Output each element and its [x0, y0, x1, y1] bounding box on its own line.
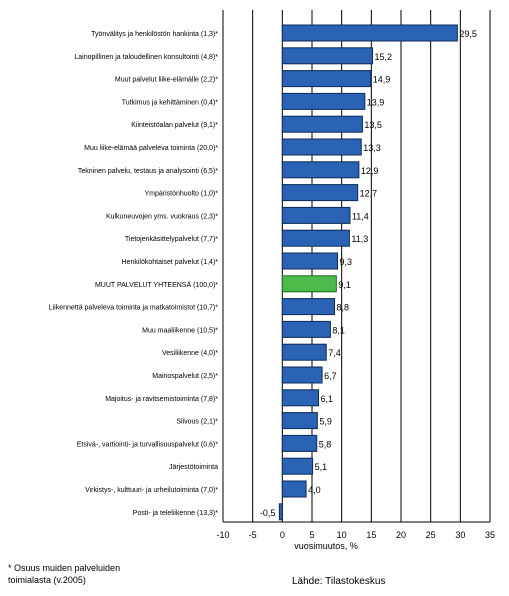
- value-label: 13,3: [363, 143, 381, 153]
- bar: [281, 138, 362, 156]
- bar: [281, 24, 458, 42]
- x-tick-label: 15: [366, 530, 376, 540]
- value-label: 4,0: [308, 485, 321, 495]
- value-label: 7,4: [328, 348, 341, 358]
- x-tick-label: 25: [426, 530, 436, 540]
- category-label: Työnvälitys ja henkilöstön hankinta (1,3…: [91, 31, 218, 38]
- category-label: Muut palvelut liike-elämälle (2,2)*: [115, 77, 218, 84]
- x-tick-label: 5: [309, 530, 314, 540]
- bar: [281, 184, 359, 202]
- x-tick-label: 0: [280, 530, 285, 540]
- category-label: Kulkuneuvojen yms. vuokraus (2,3)*: [106, 213, 218, 220]
- x-axis-label: vuosimuutos, %: [294, 541, 358, 551]
- bar: [281, 92, 366, 110]
- category-label: Majoitus- ja ravitsemistoiminta (7,8)*: [105, 396, 218, 403]
- bar: [281, 70, 372, 88]
- bar: [281, 457, 314, 475]
- value-labels: 29,5 15,2 14,9 13,9 13,5 13,3 12,9 12,7 11,4 11,3…: [260, 29, 477, 518]
- category-label: Kiinteistöalan palvelut (9,1)*: [131, 122, 218, 129]
- bar: [281, 480, 307, 498]
- bar: [278, 503, 283, 521]
- value-label: 9,1: [338, 280, 351, 290]
- category-label: Etsivä-, vartiointi- ja turvallisuuspalv…: [77, 441, 218, 448]
- value-label: 13,9: [367, 97, 385, 107]
- bar: [281, 366, 323, 384]
- bar: [281, 320, 331, 338]
- value-label: 5,8: [319, 439, 332, 449]
- category-label: Tutkimus ja kehittäminen (0,4)*: [122, 99, 218, 106]
- value-label: 12,7: [360, 189, 378, 199]
- bar: [281, 47, 374, 65]
- category-label: Vesiliikenne (4,0)*: [162, 350, 218, 357]
- value-label: 5,1: [315, 462, 328, 472]
- category-label: Ympäristönhuolto (1,0)*: [144, 191, 218, 198]
- bar: [281, 343, 327, 361]
- category-label: Muu maaliikenne (10,5)*: [142, 327, 218, 334]
- value-label: 15,2: [375, 52, 393, 62]
- value-label: 11,3: [351, 234, 368, 244]
- value-label: 8,8: [337, 303, 350, 313]
- value-label: 13,5: [364, 120, 382, 130]
- x-tick-label: 30: [455, 530, 465, 540]
- value-label: -0,5: [260, 508, 276, 518]
- value-label: 6,1: [321, 394, 334, 404]
- category-label: Tekninen palvelu, testaus ja analysointi…: [78, 168, 218, 175]
- value-label: 12,9: [361, 166, 379, 176]
- bars: [278, 24, 458, 521]
- footnote-line-1: * Osuus muiden palveluiden: [8, 563, 121, 573]
- category-label: Järjestötoiminta: [169, 464, 218, 471]
- bar: [281, 229, 350, 247]
- value-label: 29,5: [459, 29, 477, 39]
- x-tick-label: 20: [396, 530, 406, 540]
- bar: [281, 389, 320, 407]
- category-label: Posti- ja teleliikenne (13,3)*: [133, 510, 218, 517]
- x-tick-label: 10: [337, 530, 347, 540]
- value-label: 6,7: [324, 371, 337, 381]
- value-label: 5,9: [319, 417, 332, 427]
- category-label: Henkilökohtaiset palvelut (1,4)*: [122, 259, 219, 266]
- x-tick-label: -10: [216, 530, 229, 540]
- bar: [281, 298, 336, 316]
- bar: [281, 252, 339, 270]
- category-label: Virkistys-, kulttuuri- ja urheilutoimint…: [85, 487, 218, 494]
- category-label: Lainopillinen ja taloudellinen konsultoi…: [74, 54, 218, 61]
- category-label: Mainospalvelut (2,5)*: [152, 373, 218, 380]
- x-tick-label: 35: [485, 530, 495, 540]
- bar: [281, 412, 318, 430]
- bar: [281, 434, 318, 452]
- bar: [281, 206, 351, 224]
- value-label: 11,4: [352, 211, 369, 221]
- bar-highlight: [281, 275, 337, 293]
- footnote-line-2: toimialasta (v.2005): [8, 575, 86, 585]
- category-label: MUUT PALVELUT YHTEENSÄ (100,0)*: [95, 281, 218, 289]
- footnote: * Osuus muiden palveluiden toimialasta (…: [8, 562, 120, 586]
- x-tick-labels: -10 -5 0 5 10 15 20 25 30 35: [216, 530, 495, 540]
- category-label: Siivous (2,1)*: [176, 419, 218, 426]
- source-note: Lähde: Tilastokeskus: [292, 576, 386, 587]
- bar: [281, 115, 363, 133]
- category-label: Liikennettä palveleva toiminta ja matkat…: [49, 305, 219, 312]
- bar: [281, 161, 360, 179]
- value-label: 14,9: [373, 75, 391, 85]
- value-label: 9,3: [340, 257, 353, 267]
- value-label: 8,1: [332, 325, 345, 335]
- category-label: Muu liike-elämää palveleva toiminta (20,…: [84, 145, 218, 152]
- category-labels: Työnvälitys ja henkilöstön hankinta (1,3…: [49, 31, 219, 517]
- x-tick-label: -5: [249, 530, 257, 540]
- category-label: Tietojenkäsittelypalvelut (7,7)*: [125, 236, 218, 243]
